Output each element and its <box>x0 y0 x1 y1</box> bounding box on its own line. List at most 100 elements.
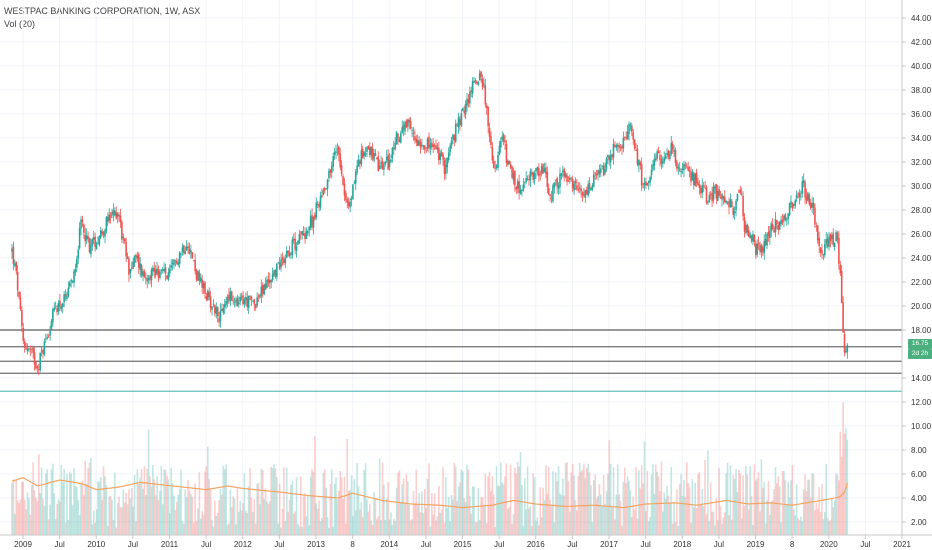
candle-body <box>168 268 171 274</box>
volume-bars <box>11 402 849 535</box>
volume-bar <box>304 493 306 535</box>
volume-bar <box>228 523 230 535</box>
candle-body <box>654 158 657 161</box>
candle-body <box>83 224 85 233</box>
candle-body <box>394 143 396 150</box>
volume-bar <box>485 523 488 535</box>
volume-bar <box>829 520 832 535</box>
candle-body <box>570 177 573 179</box>
volume-bar <box>83 495 85 535</box>
candle-body <box>556 178 558 187</box>
volume-bar <box>492 494 495 535</box>
candle-body <box>135 254 137 258</box>
volume-bar <box>314 435 316 535</box>
price-tick-label: 10.00 <box>911 422 932 431</box>
candle-body <box>518 181 520 194</box>
volume-bar <box>557 465 560 535</box>
candle-body <box>802 180 805 184</box>
candle-body <box>308 226 311 231</box>
candle-body <box>311 214 313 227</box>
volume-bar <box>671 523 674 535</box>
volume-bar <box>471 485 474 535</box>
volume-bar <box>449 521 451 535</box>
candle-body <box>811 202 813 208</box>
volume-bar <box>515 473 518 535</box>
candle-body <box>425 150 427 152</box>
volume-bar <box>146 468 149 535</box>
volume-bar <box>118 496 120 535</box>
candle-body <box>800 195 802 197</box>
volume-bar <box>225 464 227 535</box>
candle-body <box>346 199 349 203</box>
volume-bar <box>30 485 33 535</box>
volume-bar <box>500 462 502 535</box>
candle-body <box>102 231 105 235</box>
candle-body <box>298 234 301 243</box>
volume-bar <box>373 491 375 535</box>
candle-body <box>330 165 333 173</box>
candle-body <box>380 162 382 165</box>
candle-body <box>778 221 781 230</box>
volume-bar <box>90 458 92 535</box>
volume-bar <box>123 502 126 535</box>
volume-bar <box>88 462 91 535</box>
candle-body <box>669 153 671 159</box>
volume-bar <box>130 488 133 535</box>
candle-body <box>791 202 794 208</box>
candle-body <box>199 277 202 282</box>
volume-bar <box>705 514 708 535</box>
volume-bar <box>277 523 280 535</box>
candle-body <box>722 195 725 199</box>
volume-bar <box>43 506 46 535</box>
volume-bar <box>554 472 557 535</box>
volume-bar <box>183 524 185 535</box>
volume-bar <box>73 468 75 535</box>
candle-body <box>449 145 451 153</box>
candle-body <box>708 195 711 203</box>
countdown-badge: 2d 2h <box>908 349 932 359</box>
candle-body <box>281 257 284 261</box>
candle-body <box>742 195 744 217</box>
candle-body <box>504 140 506 143</box>
volume-bar <box>350 475 353 535</box>
volume-bar <box>715 498 718 535</box>
candle-body <box>757 242 760 245</box>
candle-body <box>764 239 767 246</box>
candle-body <box>507 160 509 165</box>
candle-body <box>252 300 254 302</box>
volume-bar <box>219 489 222 535</box>
candle-body <box>691 171 694 180</box>
candle-body <box>87 236 89 239</box>
candle-body <box>142 270 144 277</box>
candle-body <box>278 262 281 269</box>
candle-body <box>335 151 337 153</box>
candle-body <box>201 279 203 288</box>
candle-body <box>545 167 547 174</box>
volume-bar <box>28 498 30 535</box>
volume-bar <box>667 495 670 535</box>
candle-body <box>12 246 15 265</box>
volume-bar <box>99 476 102 535</box>
volume-bar <box>428 463 430 535</box>
candle-body <box>239 296 242 302</box>
volume-bar <box>762 488 764 535</box>
candle-body <box>167 272 170 280</box>
candle-body <box>694 174 697 186</box>
volume-bar <box>216 512 219 535</box>
candle-body <box>704 186 706 188</box>
candle-body <box>495 165 498 168</box>
candle-body <box>798 192 801 198</box>
volume-bar <box>808 479 811 535</box>
volume-bar <box>221 494 223 535</box>
candle-body <box>121 221 123 240</box>
candle-body <box>421 144 423 147</box>
volume-bar <box>223 469 226 535</box>
candle-body <box>340 165 343 174</box>
candle-body <box>352 184 354 200</box>
volume-bar <box>68 471 71 535</box>
volume-bar <box>839 431 842 535</box>
volume-bar <box>719 506 722 535</box>
volume-bar <box>598 484 601 535</box>
volume-bar <box>266 501 268 535</box>
